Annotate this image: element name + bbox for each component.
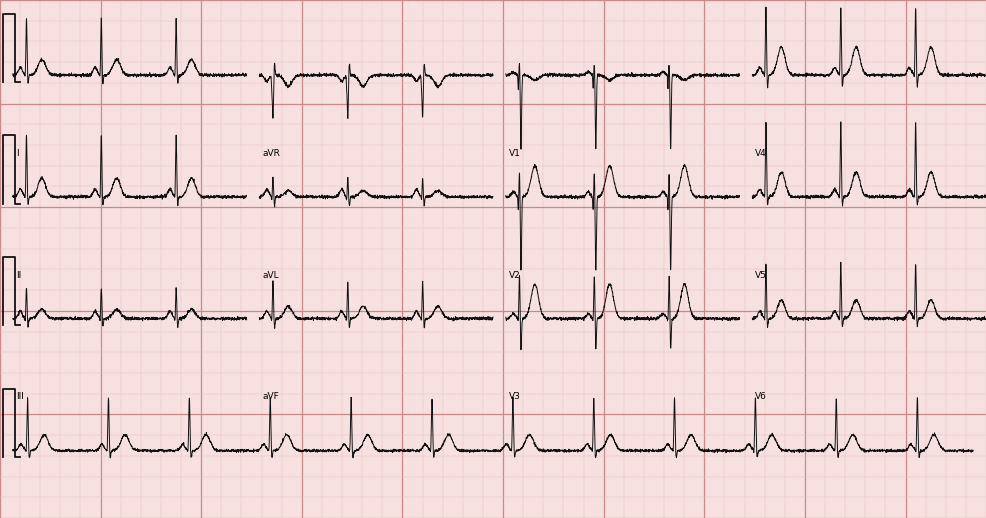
Text: V2: V2	[509, 270, 521, 280]
Text: aVR: aVR	[262, 149, 280, 158]
Text: V4: V4	[755, 149, 767, 158]
Text: V1: V1	[509, 149, 521, 158]
Text: V5: V5	[755, 270, 767, 280]
Text: aVL: aVL	[262, 270, 279, 280]
Text: III: III	[16, 392, 24, 401]
Text: V6: V6	[755, 392, 767, 401]
Text: II: II	[16, 270, 21, 280]
Text: aVF: aVF	[262, 392, 279, 401]
Text: V3: V3	[509, 392, 521, 401]
Text: I: I	[16, 149, 19, 158]
